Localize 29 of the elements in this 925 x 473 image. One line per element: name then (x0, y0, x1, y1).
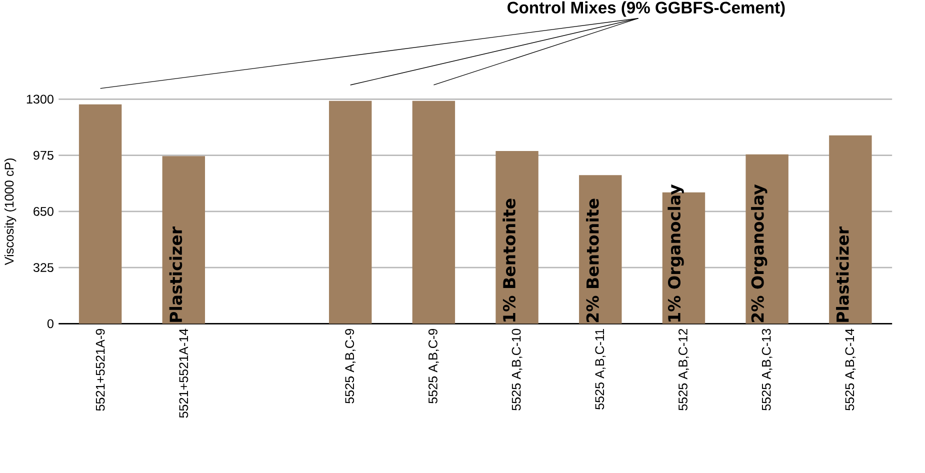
y-axis-title: Viscosity (1000 cP) (4, 158, 16, 266)
series-label: 1% Organoclay (668, 184, 684, 322)
x-tick-label: 5521+5521A-14 (179, 328, 188, 418)
y-tick-label: 650 (34, 207, 54, 216)
bar (162, 156, 206, 324)
bar (496, 151, 538, 324)
x-tick-label: 5525 A,B,C-11 (595, 329, 606, 410)
x-tick-label: 5525 A,B,C-12 (678, 329, 689, 411)
x-tick-label: 5525 A,B,C-14 (845, 328, 856, 411)
text: Control Mixes (9% GGBFS-Cement) (508, 1, 785, 17)
x-tick-label: 5521+5521A-9 (96, 329, 105, 411)
x-tick-label: 5525 A,B,C-9 (345, 329, 356, 404)
x-tick-label: 5525 A,B,C-13 (762, 329, 772, 411)
bar (78, 104, 122, 324)
y-tick-label: 975 (34, 151, 54, 160)
series-label: Plasticizer (169, 226, 182, 322)
bar (328, 101, 372, 324)
bar (412, 101, 456, 324)
x-tick-label: 5525 A,B,C-9 (428, 329, 439, 404)
y-tick-label: 325 (33, 263, 54, 272)
series-label: 1% Bentonite (502, 198, 516, 322)
series-label: Plasticizer (836, 226, 849, 322)
x-tick-label: 5525 A,B,C-10 (512, 329, 522, 411)
bar (746, 154, 788, 324)
series-label: 2% Bentonite (586, 198, 599, 322)
y-tick-label: 0 (47, 319, 54, 328)
y-tick-label: 1300 (26, 94, 54, 104)
series-label: 2% Organoclay (751, 184, 768, 322)
bar (829, 136, 872, 324)
